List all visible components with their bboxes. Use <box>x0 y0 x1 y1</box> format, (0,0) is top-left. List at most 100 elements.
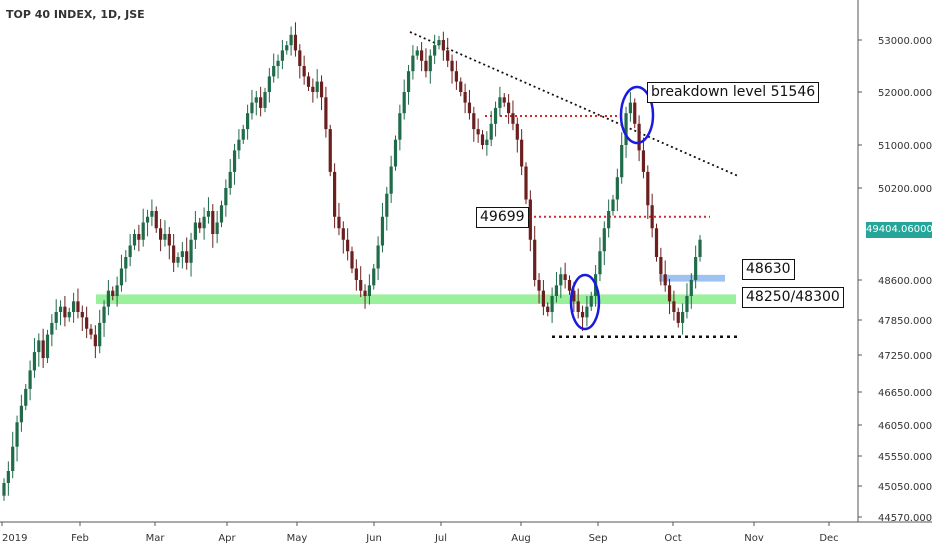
candle-body <box>45 334 50 359</box>
candle-body <box>681 312 685 323</box>
candle-body <box>280 50 284 61</box>
candle-body <box>415 50 419 56</box>
resistance-label: 49699 <box>476 207 529 228</box>
candle-body <box>19 405 23 423</box>
y-tick-label: 50200.00000 <box>878 184 932 195</box>
candle-body <box>498 97 502 108</box>
candle-body <box>6 471 10 483</box>
candle-body <box>485 139 489 145</box>
candle-body <box>698 239 702 257</box>
candle-body <box>685 296 689 312</box>
candle-body <box>350 251 354 269</box>
candle-body <box>150 211 154 217</box>
candle-body <box>341 228 345 240</box>
candle-body <box>324 97 328 130</box>
candle-body <box>15 422 19 447</box>
candle-body <box>628 102 632 114</box>
candle-body <box>689 280 693 296</box>
y-tick-label: 45550.00000 <box>878 452 932 463</box>
candle-body <box>172 245 176 263</box>
candle-body <box>463 92 467 103</box>
candle-body <box>411 55 415 72</box>
candle-body <box>637 123 641 151</box>
blue-level-label: 48630 <box>742 259 795 280</box>
candle-body <box>185 251 189 263</box>
candle-body <box>663 274 667 286</box>
candle-body <box>267 76 271 92</box>
candle-body <box>393 139 398 167</box>
candle-body <box>354 268 358 280</box>
candle-body <box>132 234 137 246</box>
candle-body <box>63 306 67 318</box>
candle-body <box>315 81 319 92</box>
candle-body <box>467 102 472 114</box>
candle-body <box>276 60 280 66</box>
breakdown-label: breakdown level 51546 <box>647 82 820 103</box>
candle-body <box>511 113 515 124</box>
candle-body <box>585 306 589 318</box>
candle-body <box>189 239 193 263</box>
candle-body <box>541 290 545 307</box>
candle-body <box>502 97 506 103</box>
candle-body <box>520 139 524 167</box>
candle-body <box>563 274 567 280</box>
candle-body <box>459 81 463 92</box>
candle-body <box>254 97 258 103</box>
candle-body <box>620 145 624 178</box>
x-tick-label: Aug <box>511 533 531 544</box>
candle-body <box>28 370 32 389</box>
candle-body <box>306 76 311 87</box>
candle-body <box>420 50 424 61</box>
candle-body <box>180 251 184 257</box>
breakdown-highlight-ellipse <box>619 85 655 145</box>
candle-body <box>215 222 219 234</box>
candle-body <box>119 268 124 286</box>
candle-body <box>319 81 324 98</box>
x-tick-label: 2019 <box>2 533 27 544</box>
candle-body <box>646 171 650 206</box>
candle-body <box>76 301 80 312</box>
y-tick-label: 51000.00000 <box>878 141 932 152</box>
candle-body <box>480 134 485 145</box>
candle-body <box>576 301 580 312</box>
candle-body <box>359 280 363 291</box>
candle-body <box>428 55 432 72</box>
candle-body <box>241 129 245 140</box>
blue-level-band <box>659 274 725 282</box>
candle-body <box>72 301 76 312</box>
candle-body <box>376 245 380 269</box>
candle-body <box>537 280 541 291</box>
candle-body <box>454 71 458 82</box>
candle-body <box>676 312 680 323</box>
candle-body <box>85 317 89 329</box>
downtrend-line <box>409 31 739 177</box>
candle-body <box>202 216 206 229</box>
candle-body <box>441 40 445 51</box>
candle-body <box>302 66 306 77</box>
candle-body <box>437 40 441 46</box>
candle-body <box>224 188 228 206</box>
level-lines <box>96 31 740 338</box>
candle-body <box>137 234 141 240</box>
candle-body <box>654 228 659 257</box>
candle-body <box>406 71 411 92</box>
candle-body <box>259 97 263 108</box>
candle-body <box>567 280 572 291</box>
candle-body <box>228 171 232 188</box>
candle-body <box>446 50 450 61</box>
candle-body <box>328 129 332 172</box>
candle-body <box>67 312 71 318</box>
y-tick-label: 45050.00000 <box>878 482 932 493</box>
candle-body <box>154 211 158 229</box>
candle-body <box>672 301 676 312</box>
candle-body <box>402 92 406 114</box>
x-tick-label: Feb <box>71 533 89 544</box>
y-tick-label: 46650.00000 <box>878 388 932 399</box>
x-tick-label: Dec <box>819 533 838 544</box>
low-highlight-ellipse <box>569 273 601 331</box>
candle-body <box>472 113 476 130</box>
candle-body <box>237 139 241 151</box>
candle-body <box>667 285 672 302</box>
y-tick-label: 52000.00000 <box>878 88 932 99</box>
